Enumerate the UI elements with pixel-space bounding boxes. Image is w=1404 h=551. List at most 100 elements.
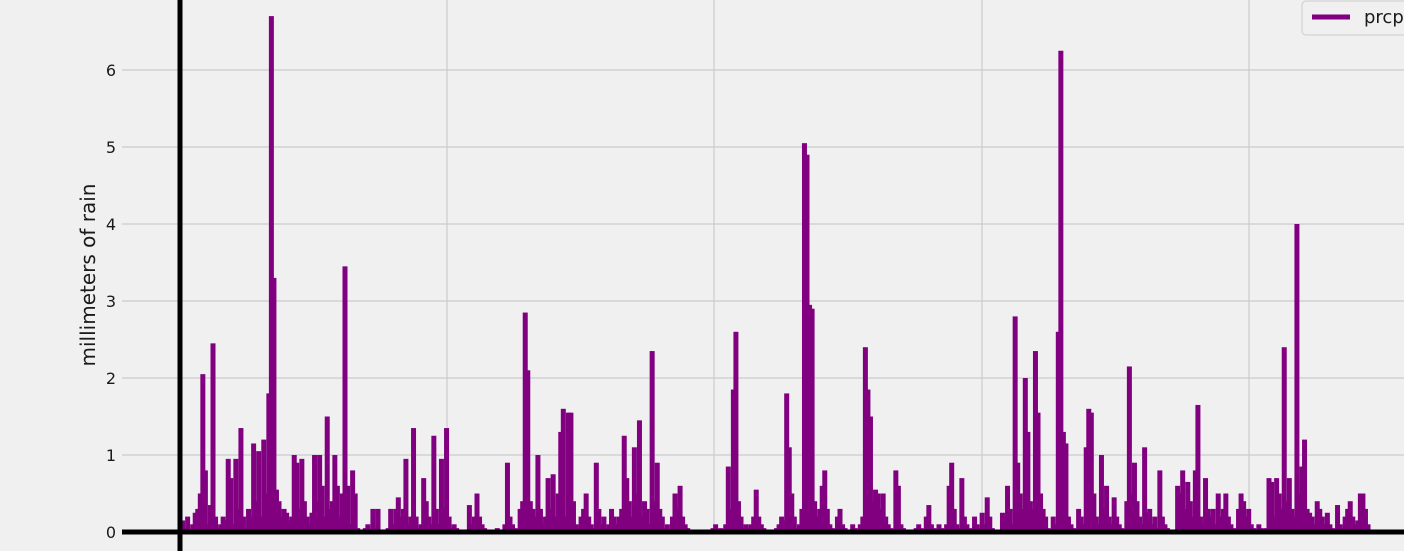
bar (916, 524, 922, 532)
bar (294, 462, 300, 532)
bar (205, 524, 211, 532)
bar (279, 516, 285, 532)
legend: prcp (1301, 0, 1404, 36)
bar (598, 524, 604, 532)
bar (1241, 501, 1247, 532)
bar (972, 516, 978, 532)
bar (801, 143, 807, 532)
bar (1083, 447, 1089, 532)
bar (1324, 512, 1330, 532)
bar (228, 478, 234, 532)
bar (1225, 516, 1231, 532)
y-tick-label: 4 (106, 215, 116, 234)
bar (753, 489, 759, 532)
bar (807, 304, 813, 532)
bar (609, 508, 615, 532)
bar (235, 508, 241, 532)
bar (1063, 443, 1069, 532)
bar (979, 512, 985, 532)
bar (657, 508, 663, 532)
bar (286, 520, 292, 532)
bar (510, 524, 516, 532)
bar (804, 154, 810, 532)
bar (799, 508, 805, 532)
bar (1256, 524, 1262, 532)
bar (860, 516, 866, 532)
y-tick-label: 3 (106, 292, 116, 311)
bar (1322, 524, 1328, 532)
bar (451, 524, 457, 532)
bar (581, 508, 587, 532)
bar (870, 501, 876, 532)
bar (314, 501, 320, 532)
bar (1104, 485, 1110, 532)
bar (1319, 516, 1325, 532)
bar (550, 474, 556, 532)
bar (1291, 516, 1297, 532)
bar (1314, 501, 1320, 532)
bar (1007, 508, 1013, 532)
bar (479, 524, 485, 532)
bar (1002, 516, 1008, 532)
bar (210, 343, 216, 532)
bar (251, 443, 257, 532)
bar (1266, 478, 1272, 532)
bar (1296, 493, 1302, 532)
bar (822, 470, 828, 532)
bar (1350, 516, 1356, 532)
bar (791, 516, 797, 532)
bar (1091, 493, 1097, 532)
bar (1111, 497, 1117, 532)
bar (560, 408, 566, 532)
bar (342, 266, 348, 532)
bar (1012, 316, 1018, 532)
bar (730, 389, 736, 532)
bar (570, 501, 576, 532)
bar (1218, 516, 1224, 532)
bar (291, 455, 297, 532)
bar (1109, 524, 1115, 532)
bar (601, 516, 607, 532)
bar (814, 516, 820, 532)
bar (827, 524, 833, 532)
bar (621, 435, 627, 532)
bar (880, 493, 886, 532)
bar (530, 508, 536, 532)
bar (642, 501, 648, 532)
bar (220, 516, 226, 532)
bar (502, 524, 508, 532)
bar (959, 478, 965, 532)
bar (1032, 351, 1038, 532)
bar (337, 516, 343, 532)
bar (213, 516, 219, 532)
bar (1010, 524, 1016, 532)
bar (1022, 378, 1028, 532)
bar (471, 516, 477, 532)
bar (1185, 481, 1191, 532)
bar (1096, 524, 1102, 532)
bar (824, 508, 830, 532)
bar (1126, 366, 1132, 532)
bar (233, 458, 239, 532)
bar (527, 501, 533, 532)
bar (654, 462, 660, 532)
bar (1124, 501, 1130, 532)
y-axis-label: millimeters of rain (76, 184, 100, 367)
bar (1101, 508, 1107, 532)
bar (893, 470, 899, 532)
bar (1025, 431, 1031, 532)
bar (578, 516, 584, 532)
bar (984, 497, 990, 532)
bar (751, 516, 757, 532)
bar (408, 516, 414, 532)
bar (1236, 508, 1242, 532)
bar (246, 508, 252, 532)
bar (1223, 493, 1229, 532)
bar (999, 512, 1005, 532)
bar (1345, 508, 1351, 532)
y-tick-label: 6 (106, 61, 116, 80)
bar (758, 524, 764, 532)
y-axis-ticks: 0 1 2 3 4 5 6 (106, 61, 116, 542)
bar (400, 508, 406, 532)
